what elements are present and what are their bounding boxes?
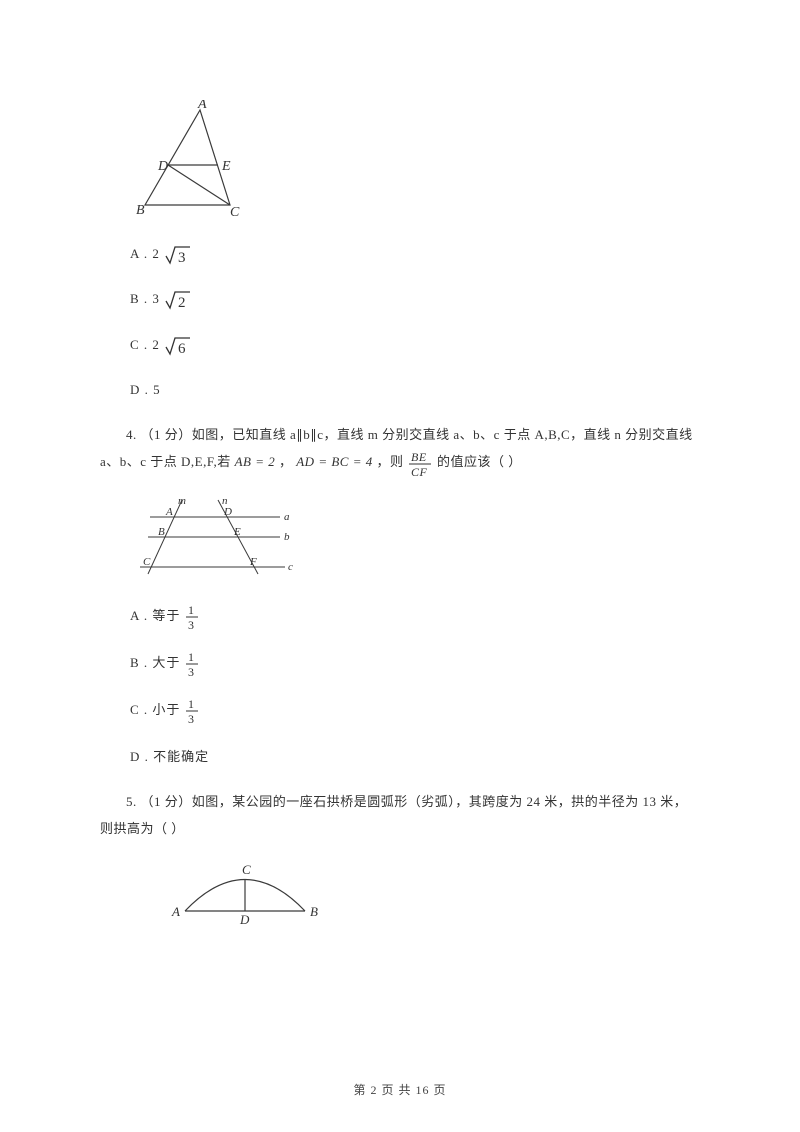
sqrt-icon: 6 (164, 335, 192, 357)
option-prefix: A . 等于 (130, 608, 185, 623)
option-prefix: C . 小于 (130, 702, 185, 717)
svg-text:D: D (239, 912, 250, 926)
svg-text:3: 3 (188, 665, 195, 678)
label-C: C (230, 205, 240, 220)
svg-text:b: b (284, 531, 290, 543)
fraction-13: 1 3 (185, 650, 199, 678)
svg-text:C: C (242, 862, 251, 877)
q4-option-A: A . 等于 1 3 (130, 602, 700, 631)
svg-text:a: a (284, 511, 290, 523)
label-E: E (221, 159, 231, 174)
q5-text: 5. （1 分）如图，某公园的一座石拱桥是圆弧形（劣弧），其跨度为 24 米，拱… (100, 788, 700, 843)
svg-text:B: B (310, 904, 318, 919)
q3-option-A: A . 2 3 (130, 240, 700, 267)
q3-figure: A D E B C (130, 100, 700, 220)
q4-option-C: C . 小于 1 3 (130, 696, 700, 725)
svg-text:6: 6 (178, 341, 187, 357)
label-D: D (157, 159, 168, 174)
q3-option-D: D . 5 (130, 376, 700, 403)
q4-text: 4. （1 分）如图，已知直线 a∥b∥c，直线 m 分别交直线 a、b、c 于… (100, 421, 700, 477)
svg-text:1: 1 (188, 650, 195, 664)
page-footer: 第 2 页 共 16 页 (0, 1081, 800, 1098)
svg-text:c: c (288, 561, 293, 573)
svg-text:1: 1 (188, 697, 195, 711)
svg-text:3: 3 (188, 712, 195, 725)
svg-text:E: E (233, 526, 241, 538)
option-prefix: A . 2 (130, 246, 160, 261)
triangle-diagram: A D E B C (130, 100, 260, 220)
svg-text:1: 1 (188, 603, 195, 617)
q5-figure: A B C D (160, 856, 700, 926)
page-total: 16 (416, 1083, 430, 1097)
svg-text:A: A (171, 904, 180, 919)
q4-option-B: B . 大于 1 3 (130, 649, 700, 678)
q4-figure: m n a b c A D B E C F (130, 492, 700, 582)
q4-mid2: ，则 (373, 454, 408, 469)
arch-diagram: A B C D (160, 856, 330, 926)
svg-text:m: m (178, 495, 186, 507)
svg-text:BE: BE (411, 450, 427, 464)
svg-text:A: A (165, 506, 173, 518)
q4-tail: 的值应该（ ） (433, 454, 522, 469)
sqrt-icon: 3 (164, 244, 192, 266)
svg-text:CF: CF (411, 465, 428, 478)
option-text: D . 5 (130, 382, 161, 397)
q4-mid: ， (275, 454, 296, 469)
svg-text:D: D (223, 506, 232, 518)
q3-option-C: C . 2 6 (130, 331, 700, 358)
svg-text:2: 2 (178, 295, 187, 311)
label-B: B (136, 203, 145, 218)
svg-text:3: 3 (178, 250, 187, 266)
q4-option-D: D . 不能确定 (130, 743, 700, 770)
option-prefix: B . 3 (130, 291, 160, 306)
svg-text:F: F (249, 556, 257, 568)
fraction-13: 1 3 (185, 603, 199, 631)
svg-text:B: B (158, 526, 165, 538)
svg-text:C: C (143, 556, 151, 568)
q4-ab: AB = 2 (235, 454, 276, 469)
option-prefix: B . 大于 (130, 655, 185, 670)
sqrt-icon: 2 (164, 289, 192, 311)
page-current: 2 (370, 1083, 377, 1097)
option-text: D . 不能确定 (130, 749, 209, 764)
svg-text:3: 3 (188, 618, 195, 631)
fraction-13: 1 3 (185, 697, 199, 725)
q4-adbc: AD = BC = 4 (296, 454, 373, 469)
option-prefix: C . 2 (130, 337, 160, 352)
parallel-lines-diagram: m n a b c A D B E C F (130, 492, 300, 582)
q3-option-B: B . 3 2 (130, 285, 700, 312)
label-A: A (197, 100, 207, 112)
fraction-becf: BE CF (407, 450, 433, 478)
